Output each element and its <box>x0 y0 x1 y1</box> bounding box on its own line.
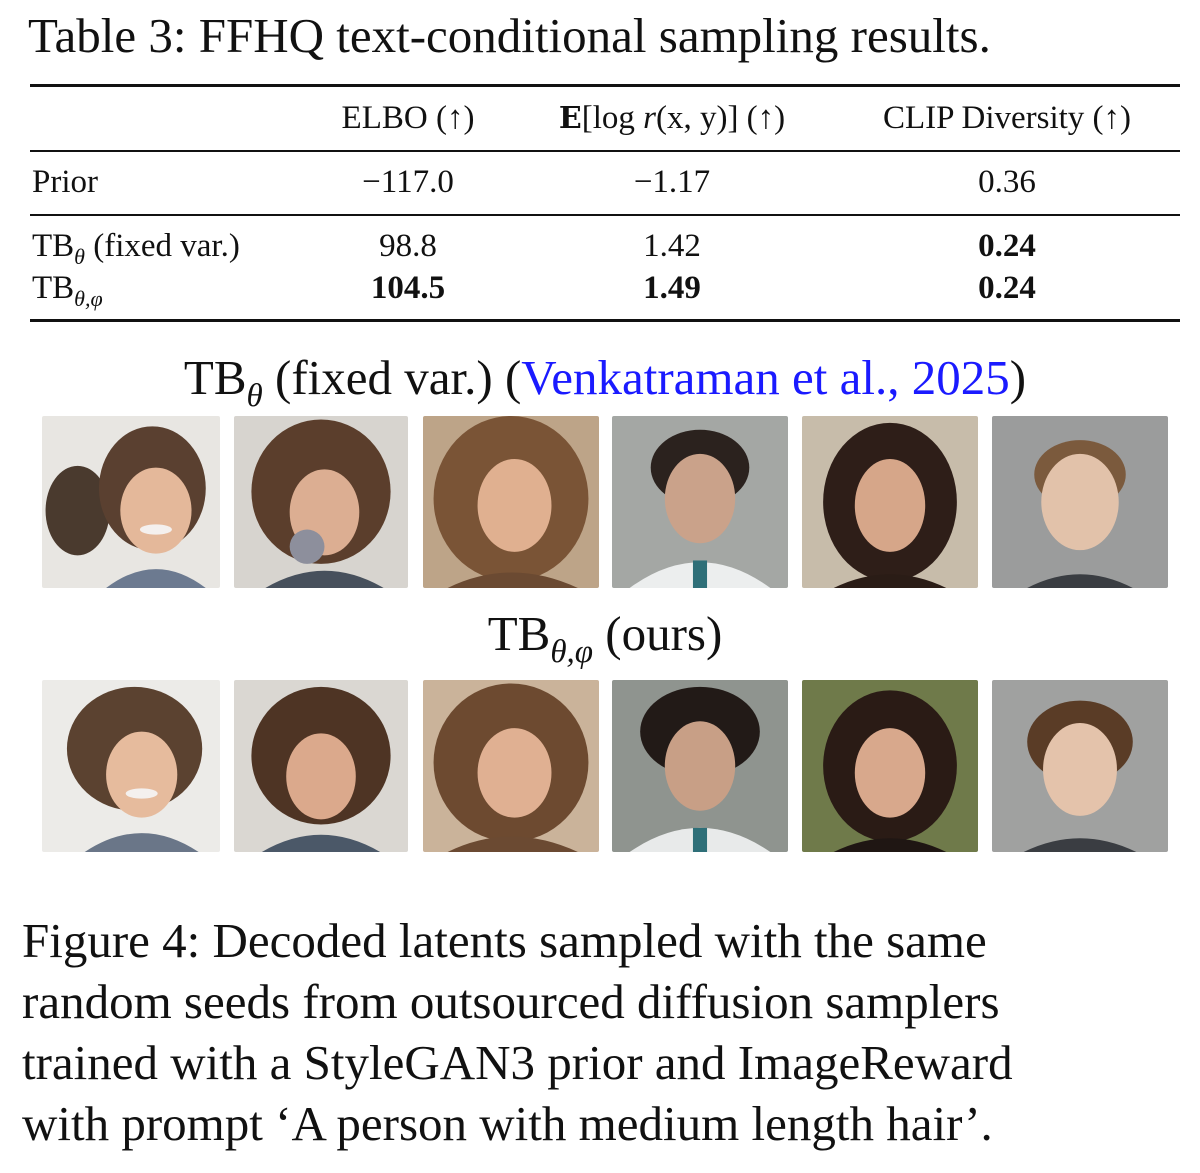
cell-logr-prior: −1.17 <box>633 164 711 200</box>
figure-caption-line-4: with prompt ‘A person with medium length… <box>22 1096 993 1151</box>
cell-elbo-tb-theta-phi: 104.5 <box>370 270 446 306</box>
figure-caption-line-1: Figure 4: Decoded latents sampled with t… <box>22 913 987 968</box>
header-log-reward: E[log r(x, y)] (↑) <box>558 100 786 136</box>
table-top-rule <box>30 84 1180 87</box>
cell-clip-tb-theta: 0.24 <box>978 228 1036 264</box>
figure-caption-line-2: random seeds from outsourced diffusion s… <box>22 974 1000 1029</box>
row-label-tb-theta: TBθ (fixed var.) <box>32 228 240 269</box>
figure-caption-line-3: trained with a StyleGAN3 prior and Image… <box>22 1035 1013 1090</box>
face-image-row2-6 <box>992 680 1168 852</box>
face-image-row2-3 <box>423 680 599 852</box>
table-bottom-rule <box>30 319 1180 322</box>
cell-clip-tb-theta-phi: 0.24 <box>978 270 1036 306</box>
face-image-row2-5 <box>802 680 978 852</box>
row-label-prior: Prior <box>32 164 98 200</box>
table-caption: Table 3: FFHQ text-conditional sampling … <box>28 8 991 63</box>
row2-heading: TBθ,φ (ours) <box>487 606 723 670</box>
face-image-row2-2 <box>234 680 408 852</box>
cell-logr-tb-theta: 1.42 <box>643 228 701 264</box>
cell-clip-prior: 0.36 <box>978 164 1036 200</box>
face-image-row1-3 <box>423 416 599 588</box>
face-image-row1-4 <box>612 416 788 588</box>
cell-elbo-prior: −117.0 <box>362 164 454 200</box>
table-mid-rule <box>30 214 1180 216</box>
table-header-rule <box>30 150 1180 152</box>
header-elbo: ELBO (↑) <box>341 100 475 136</box>
cell-elbo-tb-theta: 98.8 <box>379 228 437 264</box>
face-image-row1-1 <box>42 416 220 588</box>
face-image-row2-1 <box>42 680 220 852</box>
figure-caption: Figure 4: Decoded latents sampled with t… <box>22 910 1187 1154</box>
header-clip-diversity: CLIP Diversity (↑) <box>882 100 1132 136</box>
citation-link[interactable]: Venkatraman et al., 2025 <box>521 350 1010 405</box>
row1-heading: TBθ (fixed var.) (Venkatraman et al., 20… <box>183 350 1027 414</box>
expectation-symbol: E <box>558 101 582 136</box>
face-image-row1-5 <box>802 416 978 588</box>
row-label-tb-theta-phi: TBθ,φ <box>32 270 103 311</box>
cell-logr-tb-theta-phi: 1.49 <box>643 270 701 306</box>
face-image-row2-4 <box>612 680 788 852</box>
face-image-row1-6 <box>992 416 1168 588</box>
face-image-row1-2 <box>234 416 408 588</box>
